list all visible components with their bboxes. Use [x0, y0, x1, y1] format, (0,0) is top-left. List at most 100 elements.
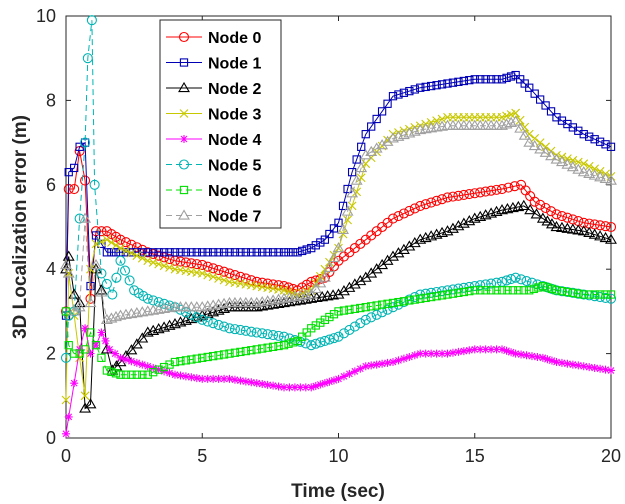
legend-label: Node 6	[208, 183, 261, 200]
data-point	[383, 299, 392, 308]
data-point	[328, 333, 340, 344]
data-point	[552, 286, 561, 295]
data-point	[132, 358, 141, 367]
data-point	[91, 341, 101, 350]
data-point	[497, 75, 507, 84]
data-point	[219, 321, 230, 332]
data-point	[160, 367, 169, 376]
data-point	[470, 75, 479, 84]
data-point	[506, 72, 516, 81]
data-point	[114, 355, 127, 367]
data-point	[315, 337, 326, 348]
data-point	[486, 185, 497, 196]
data-point	[154, 365, 163, 374]
data-point	[596, 364, 605, 373]
data-point	[149, 248, 158, 257]
x-tick-label: 0	[61, 446, 71, 466]
data-point	[111, 248, 121, 257]
y-tick-label: 8	[46, 90, 56, 110]
data-point	[311, 241, 320, 250]
data-point	[480, 186, 491, 197]
data-point	[284, 248, 293, 257]
data-point	[176, 371, 185, 380]
data-point	[279, 248, 289, 257]
data-point	[263, 380, 272, 389]
data-point	[274, 341, 283, 351]
data-point	[574, 361, 583, 370]
y-tick-label: 2	[46, 344, 56, 364]
data-point	[305, 288, 318, 299]
data-point	[214, 374, 223, 383]
data-point	[605, 174, 617, 185]
data-point	[176, 357, 185, 366]
data-point	[318, 271, 331, 282]
data-point	[80, 137, 91, 148]
data-point	[537, 281, 548, 292]
data-point	[543, 355, 552, 364]
data-point	[557, 358, 566, 367]
data-point	[175, 256, 186, 267]
data-point	[132, 251, 142, 261]
data-point	[252, 345, 261, 354]
data-point	[507, 348, 516, 357]
data-point	[251, 327, 262, 338]
data-point	[154, 365, 163, 374]
data-point	[75, 353, 85, 363]
data-point	[337, 285, 350, 296]
data-point	[320, 379, 329, 388]
data-point	[476, 75, 485, 84]
data-point	[601, 290, 610, 299]
data-point	[550, 220, 563, 232]
series-node-0	[60, 145, 617, 317]
data-point	[563, 359, 572, 368]
data-point	[290, 383, 299, 392]
data-point	[298, 332, 307, 341]
data-point	[219, 350, 229, 359]
data-point	[149, 368, 158, 377]
data-point	[302, 245, 311, 254]
data-point	[80, 391, 90, 401]
data-point	[159, 261, 169, 271]
data-point	[70, 163, 79, 173]
data-point	[514, 122, 527, 133]
data-point	[470, 345, 479, 354]
data-point	[350, 304, 359, 314]
data-point	[521, 275, 532, 287]
data-point	[562, 212, 573, 223]
data-point	[516, 274, 527, 285]
data-point	[116, 243, 125, 253]
data-point	[186, 258, 197, 269]
data-point	[427, 349, 436, 358]
data-point	[481, 75, 490, 84]
data-point	[410, 351, 419, 360]
data-point	[121, 370, 131, 379]
legend-swatch-marker	[178, 31, 190, 43]
data-point	[524, 129, 534, 139]
data-point	[79, 212, 92, 223]
data-point	[316, 380, 325, 389]
data-point	[61, 395, 71, 405]
series-layer	[60, 15, 617, 438]
data-point	[127, 248, 136, 258]
data-point	[332, 288, 345, 299]
legend-item: Node 3	[166, 107, 261, 124]
data-point	[84, 296, 97, 308]
data-point	[361, 303, 370, 312]
data-point	[426, 197, 437, 208]
data-point	[510, 272, 521, 283]
data-point	[405, 352, 414, 361]
data-point	[399, 354, 408, 363]
data-point	[107, 367, 116, 377]
data-point	[338, 328, 350, 339]
legend-item: Node 5	[166, 158, 261, 175]
data-point	[263, 248, 272, 257]
data-point	[486, 75, 496, 84]
data-point	[148, 248, 159, 260]
data-point	[208, 263, 219, 274]
data-point	[170, 357, 180, 367]
data-point	[324, 334, 335, 345]
data-point	[529, 196, 540, 207]
data-point	[64, 412, 73, 421]
data-point	[110, 310, 122, 322]
series-line	[65, 285, 611, 376]
